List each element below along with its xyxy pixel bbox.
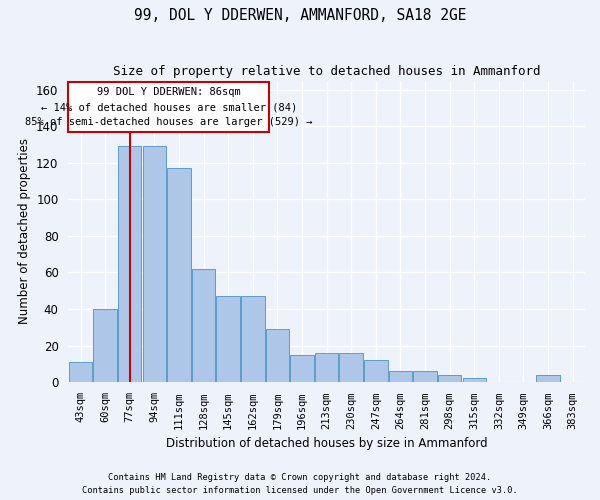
Bar [266, 329, 289, 382]
Bar [290, 354, 314, 382]
Title: Size of property relative to detached houses in Ammanford: Size of property relative to detached ho… [113, 65, 541, 78]
Bar [340, 353, 363, 382]
Bar [413, 371, 437, 382]
Text: Contains HM Land Registry data © Crown copyright and database right 2024.
Contai: Contains HM Land Registry data © Crown c… [82, 474, 518, 495]
Bar [143, 146, 166, 382]
Bar [536, 375, 560, 382]
Bar [438, 375, 461, 382]
Bar [241, 296, 265, 382]
Bar [463, 378, 486, 382]
Bar [364, 360, 388, 382]
Bar [118, 146, 142, 382]
X-axis label: Distribution of detached houses by size in Ammanford: Distribution of detached houses by size … [166, 437, 487, 450]
Text: 99, DOL Y DDERWEN, AMMANFORD, SA18 2GE: 99, DOL Y DDERWEN, AMMANFORD, SA18 2GE [134, 8, 466, 22]
Y-axis label: Number of detached properties: Number of detached properties [17, 138, 31, 324]
Bar [69, 362, 92, 382]
Bar [389, 371, 412, 382]
Bar [167, 168, 191, 382]
Bar [68, 82, 269, 132]
Bar [94, 309, 117, 382]
Bar [192, 269, 215, 382]
Bar [217, 296, 240, 382]
Bar [315, 353, 338, 382]
Text: 85% of semi-detached houses are larger (529) →: 85% of semi-detached houses are larger (… [25, 117, 313, 127]
Text: ← 14% of detached houses are smaller (84): ← 14% of detached houses are smaller (84… [41, 102, 297, 113]
Text: 99 DOL Y DDERWEN: 86sqm: 99 DOL Y DDERWEN: 86sqm [97, 87, 241, 97]
